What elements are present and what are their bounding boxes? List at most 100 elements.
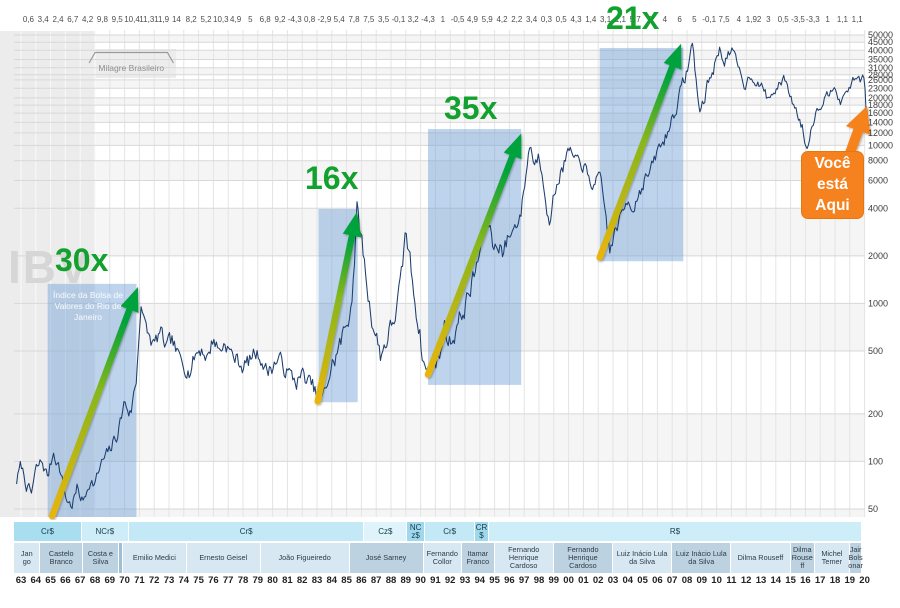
currency-band: Cr$ bbox=[14, 522, 81, 541]
x-axis-year-label: 92 bbox=[444, 575, 456, 586]
top-row-value: 3 bbox=[648, 15, 653, 24]
x-axis-year-label: 86 bbox=[356, 575, 367, 586]
growth-arrow-21x-shaft bbox=[596, 53, 680, 261]
x-axis-year-label: 85 bbox=[341, 575, 352, 586]
growth-arrow-16x-head bbox=[342, 212, 362, 238]
y-axis-tick-label: 16000 bbox=[868, 108, 893, 118]
top-row-value: 10,3 bbox=[213, 15, 229, 24]
currency-band: Cr$ bbox=[425, 522, 475, 541]
top-row-value: 5 bbox=[248, 15, 253, 24]
x-axis-year-label: 07 bbox=[666, 575, 678, 586]
top-row-value: 0,6 bbox=[23, 15, 35, 24]
top-row-value: 14 bbox=[172, 15, 181, 24]
top-row-value: 1,92 bbox=[746, 15, 762, 24]
x-axis-year-label: 65 bbox=[45, 575, 56, 586]
top-row-value: 6,7 bbox=[67, 15, 79, 24]
y-axis-tick-label: 12000 bbox=[868, 128, 893, 138]
x-axis-year-label: 09 bbox=[696, 575, 708, 586]
growth-arrow-35x bbox=[424, 133, 522, 378]
top-row-value: 1,1 bbox=[837, 15, 849, 24]
x-axis-year-label: 71 bbox=[134, 575, 145, 586]
era-bracket bbox=[88, 51, 174, 64]
x-axis-year-label: 10 bbox=[711, 575, 722, 586]
ibv-watermark: IBV bbox=[8, 241, 91, 293]
top-row-value: 1,1 bbox=[852, 15, 864, 24]
president-band: Dilma Rouse ff bbox=[790, 543, 814, 573]
x-axis-year-label: 03 bbox=[607, 575, 619, 586]
background-stripe bbox=[0, 50, 865, 60]
x-axis-year-label: 79 bbox=[252, 575, 264, 586]
you-are-here-arrow-head bbox=[845, 106, 871, 135]
y-axis-tick-label: 50 bbox=[868, 504, 878, 514]
x-axis-year-label: 93 bbox=[459, 575, 471, 586]
top-row-value: 5,4 bbox=[334, 15, 346, 24]
top-row-value: 6 bbox=[677, 15, 682, 24]
x-axis-year-label: 74 bbox=[178, 575, 190, 586]
x-axis-year-label: 81 bbox=[282, 575, 293, 586]
y-axis-tick-label: 200 bbox=[868, 409, 883, 419]
x-axis-year-label: 08 bbox=[681, 575, 693, 586]
currency-band: Cr$ bbox=[129, 522, 364, 541]
x-axis-year-label: 99 bbox=[548, 575, 560, 586]
top-row-value: 9,5 bbox=[112, 15, 124, 24]
y-axis-tick-label: 6000 bbox=[868, 175, 888, 185]
x-axis-year-label: 04 bbox=[622, 575, 634, 586]
currency-band: Cz$ bbox=[364, 522, 407, 541]
top-row-value: 0,8 bbox=[304, 15, 316, 24]
top-row-value: 1,4 bbox=[585, 15, 597, 24]
top-row-value: 1 bbox=[441, 15, 446, 24]
axis-labels-layer: 0,6 3,4 2,4 6,7 4,2 9,8 9,5 10,4 11,3 11,9 14 8,2 5,… bbox=[23, 15, 893, 514]
y-axis-tick-label: 8000 bbox=[868, 156, 888, 166]
top-row-value: 9,8 bbox=[97, 15, 109, 24]
growth-arrow-16x bbox=[314, 212, 362, 405]
currency-band: NC z$ bbox=[407, 522, 425, 541]
president-band: Costa e Silva bbox=[83, 543, 118, 573]
top-row-value: 8,2 bbox=[186, 15, 198, 24]
y-axis-tick-label: 35000 bbox=[868, 54, 893, 64]
top-row-value: 2,4 bbox=[52, 15, 64, 24]
y-axis-tick-label: 45000 bbox=[868, 37, 893, 47]
x-axis-year-label: 66 bbox=[60, 575, 71, 586]
president-band: José Sarney bbox=[349, 543, 423, 573]
top-row-value: 4 bbox=[663, 15, 668, 24]
top-row-value: 5,7 bbox=[630, 15, 642, 24]
top-row-value: 4,3 bbox=[570, 15, 582, 24]
x-axis-year-label: 97 bbox=[518, 575, 530, 586]
background-stripe bbox=[0, 97, 865, 106]
y-axis-tick-label: 40000 bbox=[868, 45, 893, 55]
president-band: Itamar Franco bbox=[462, 543, 494, 573]
x-axis-year-label: 72 bbox=[148, 575, 160, 586]
x-axis-year-label: 69 bbox=[104, 575, 116, 586]
top-row-value: 7,5 bbox=[718, 15, 730, 24]
growth-arrow-30x-head bbox=[120, 287, 139, 313]
president-band: João Figueiredo bbox=[260, 543, 349, 573]
x-axis-year-label: 05 bbox=[637, 575, 648, 586]
growth-arrow-30x bbox=[48, 287, 139, 520]
top-row-value: 10,4 bbox=[124, 15, 140, 24]
top-row-value: -0,1 bbox=[702, 15, 716, 24]
president-band: Emilio Medici bbox=[123, 543, 186, 573]
top-row-value: 0,5 bbox=[556, 15, 568, 24]
president-band: Michel Temer bbox=[815, 543, 849, 573]
x-axis-year-label: 84 bbox=[326, 575, 338, 586]
y-axis-tick-label: 10000 bbox=[868, 140, 893, 150]
top-row-value: 4,9 bbox=[230, 15, 242, 24]
background-stripe bbox=[0, 35, 865, 43]
y-axis-tick-label: 28000 bbox=[868, 70, 893, 80]
y-axis-tick-label: 1000 bbox=[868, 298, 888, 308]
top-row-value: 0,5 bbox=[778, 15, 790, 24]
background-stripe bbox=[0, 413, 865, 462]
top-row-value: 11,3 bbox=[139, 15, 155, 24]
x-axis-year-label: 87 bbox=[370, 575, 382, 586]
president-band: Fernando Henrique Cardoso bbox=[553, 543, 612, 573]
y-axis-tick-label: 26000 bbox=[868, 75, 893, 85]
growth-arrow-21x bbox=[596, 43, 682, 261]
x-axis-year-label: 91 bbox=[430, 575, 441, 586]
x-axis-year-label: 63 bbox=[15, 575, 27, 586]
background-stripe bbox=[0, 67, 865, 75]
top-row-value: -3,3 bbox=[806, 15, 820, 24]
top-row-value: 7,8 bbox=[348, 15, 360, 24]
currency-band: R$ bbox=[488, 522, 862, 541]
x-axis-year-label: 90 bbox=[415, 575, 426, 586]
